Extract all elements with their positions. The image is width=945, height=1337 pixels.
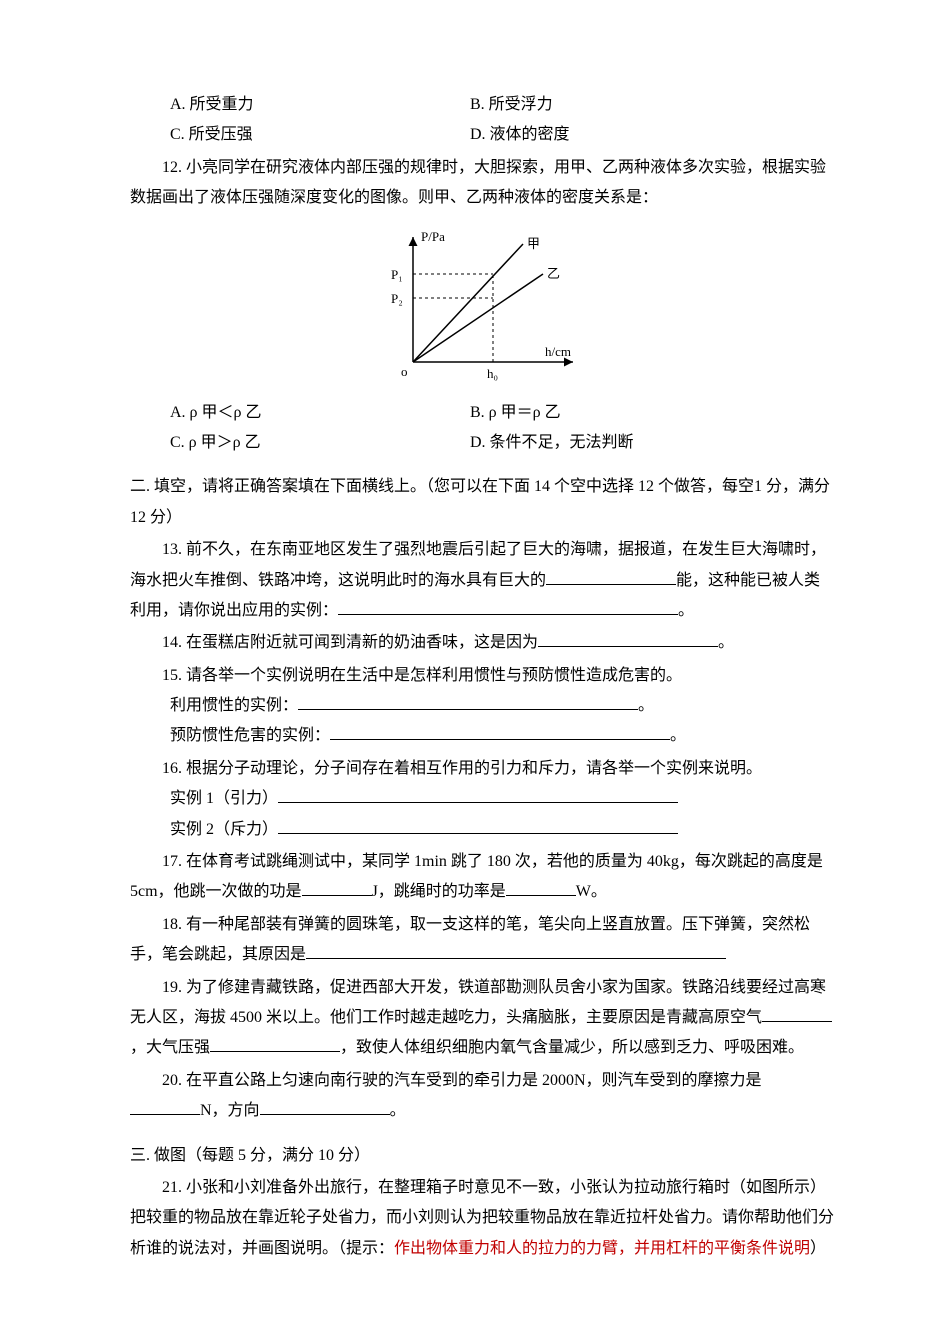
svg-text:h₀: h₀ (487, 366, 498, 381)
q11-option-c: C. 所受压强 (170, 120, 470, 150)
q11-option-a: A. 所受重力 (170, 90, 470, 120)
q12-option-c: C. ρ 甲＞ρ 乙 (170, 428, 470, 458)
q17-part3: W。 (576, 883, 607, 900)
svg-text:h/cm: h/cm (545, 344, 571, 359)
q18: 18. 有一种尾部装有弹簧的圆珠笔，取一支这样的笔，笔尖向上竖直放置。压下弹簧，… (130, 910, 835, 971)
section2-header: 二. 填空，请将正确答案填在下面横线上。（您可以在下面 14 个空中选择 12 … (130, 472, 835, 533)
q15-blank1[interactable] (298, 692, 638, 710)
q19-part1: 19. 为了修建青藏铁路，促进西部大开发，铁道部勘测队员舍小家为国家。铁路沿线要… (130, 979, 826, 1026)
q17: 17. 在体育考试跳绳测试中，某同学 1min 跳了 180 次，若他的质量为 … (130, 847, 835, 908)
q12-option-d: D. 条件不足，无法判断 (470, 428, 835, 458)
q21-hint: 作出物体重力和人的拉力的力臂，并用杠杆的平衡条件说明 (394, 1240, 810, 1257)
svg-text:o: o (401, 364, 408, 379)
q19: 19. 为了修建青藏铁路，促进西部大开发，铁道部勘测队员舍小家为国家。铁路沿线要… (130, 973, 835, 1064)
q13-blank1[interactable] (546, 567, 676, 585)
q14-blank[interactable] (538, 630, 718, 648)
svg-text:P₁: P₁ (391, 267, 403, 282)
q15-line2-label: 预防惯性危害的实例： (170, 727, 330, 744)
q15-stem: 15. 请各举一个实例说明在生活中是怎样利用惯性与预防惯性造成危害的。 (130, 661, 835, 691)
q20-part3: 。 (390, 1102, 406, 1119)
q16-blank1[interactable] (278, 786, 678, 804)
q13: 13. 前不久，在东南亚地区发生了强烈地震后引起了巨大的海啸，据报道，在发生巨大… (130, 535, 835, 626)
q16-line2: 实例 2（斥力） (170, 815, 835, 845)
q15-line1-label: 利用惯性的实例： (170, 697, 298, 714)
q12-options-row2: C. ρ 甲＞ρ 乙 D. 条件不足，无法判断 (170, 428, 835, 458)
q14-text: 14. 在蛋糕店附近就可闻到清新的奶油香味，这是因为 (162, 634, 538, 651)
q19-blank1[interactable] (762, 1004, 832, 1022)
q19-part2: ，大气压强 (130, 1039, 210, 1056)
q19-blank2[interactable] (210, 1035, 340, 1053)
svg-text:甲: 甲 (527, 236, 540, 251)
q19-part3: ，致使人体组织细胞内氧气含量减少，所以感到乏力、呼吸困难。 (340, 1039, 804, 1056)
section3-header: 三. 做图（每题 5 分，满分 10 分） (130, 1141, 835, 1171)
q21-part2: ） (810, 1240, 826, 1257)
q12-options-row1: A. ρ 甲＜ρ 乙 B. ρ 甲＝ρ 乙 (170, 398, 835, 428)
q12-chart-container: P/Pa h/cm o h₀ P₁ P₂ 甲乙 (130, 222, 835, 392)
q21: 21. 小张和小刘准备外出旅行，在整理箱子时意见不一致，小张认为拉动旅行箱时（如… (130, 1173, 835, 1264)
q11-option-b: B. 所受浮力 (470, 90, 835, 120)
q11-options-row1: A. 所受重力 B. 所受浮力 (170, 90, 835, 120)
q18-blank[interactable] (306, 942, 726, 960)
q11-options-row2: C. 所受压强 D. 液体的密度 (170, 120, 835, 150)
q11-option-d: D. 液体的密度 (470, 120, 835, 150)
q20-blank2[interactable] (260, 1098, 390, 1116)
svg-text:P₂: P₂ (391, 291, 403, 306)
q20-blank1[interactable] (130, 1098, 200, 1116)
q20-part1: 20. 在平直公路上匀速向南行驶的汽车受到的牵引力是 2000N，则汽车受到的摩… (162, 1072, 762, 1089)
q20: 20. 在平直公路上匀速向南行驶的汽车受到的牵引力是 2000N，则汽车受到的摩… (130, 1066, 835, 1127)
q12-option-a: A. ρ 甲＜ρ 乙 (170, 398, 470, 428)
q12-option-b: B. ρ 甲＝ρ 乙 (470, 398, 835, 428)
q16-line1: 实例 1（引力） (170, 784, 835, 814)
q13-blank2[interactable] (338, 597, 678, 615)
q17-blank1[interactable] (302, 879, 372, 897)
q20-part2: N，方向 (200, 1102, 260, 1119)
svg-text:乙: 乙 (547, 266, 560, 281)
q17-blank2[interactable] (506, 879, 576, 897)
q15-blank2[interactable] (330, 723, 670, 741)
q12-stem: 12. 小亮同学在研究液体内部压强的规律时，大胆探索，用甲、乙两种液体多次实验，… (130, 153, 835, 214)
q16-line1-label: 实例 1（引力） (170, 790, 278, 807)
q16-blank2[interactable] (278, 816, 678, 834)
q15-line2: 预防惯性危害的实例：。 (170, 721, 835, 751)
q15-line1: 利用惯性的实例：。 (170, 691, 835, 721)
q17-part2: J，跳绳时的功率是 (372, 883, 506, 900)
q14: 14. 在蛋糕店附近就可闻到清新的奶油香味，这是因为。 (130, 628, 835, 658)
q16-line2-label: 实例 2（斥力） (170, 821, 278, 838)
q12-chart: P/Pa h/cm o h₀ P₁ P₂ 甲乙 (373, 222, 593, 392)
svg-text:P/Pa: P/Pa (421, 229, 445, 244)
q16-stem: 16. 根据分子动理论，分子间存在着相互作用的引力和斥力，请各举一个实例来说明。 (130, 754, 835, 784)
